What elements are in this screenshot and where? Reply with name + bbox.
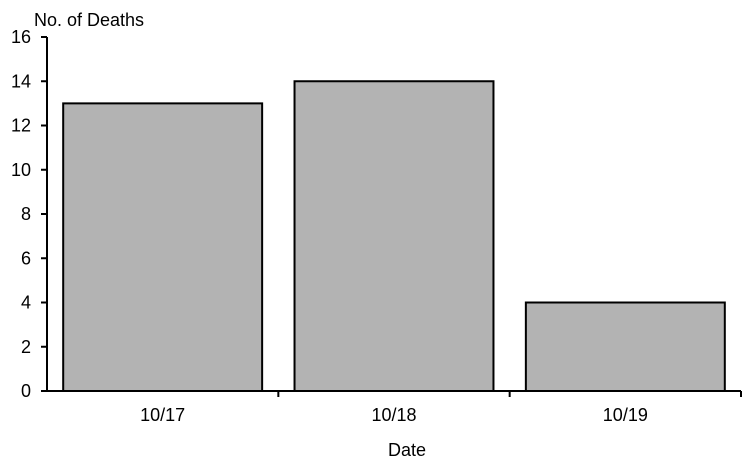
bar-10-19 [524, 301, 726, 392]
y-tick-label: 10 [11, 160, 31, 180]
bar-10-18 [293, 80, 495, 392]
y-tick-label: 0 [21, 381, 31, 401]
y-axis-title: No. of Deaths [34, 10, 144, 30]
x-tick-label: 10/18 [371, 405, 416, 425]
y-tick-label: 14 [11, 71, 31, 91]
y-tick-label: 8 [21, 204, 31, 224]
y-tick-label: 6 [21, 248, 31, 268]
bars [62, 80, 726, 392]
y-tick-label: 16 [11, 27, 31, 47]
y-axis-ticks: 0 2 4 6 8 10 12 14 16 [11, 27, 47, 401]
bar-10-17 [62, 102, 264, 392]
y-tick-label: 12 [11, 116, 31, 136]
y-tick-label: 4 [21, 293, 31, 313]
x-axis-title: Date [388, 440, 426, 460]
y-tick-label: 2 [21, 337, 31, 357]
x-tick-label: 10/19 [603, 405, 648, 425]
x-axis-ticks: 10/17 10/18 10/19 [140, 391, 742, 425]
x-tick-label: 10/17 [140, 405, 185, 425]
